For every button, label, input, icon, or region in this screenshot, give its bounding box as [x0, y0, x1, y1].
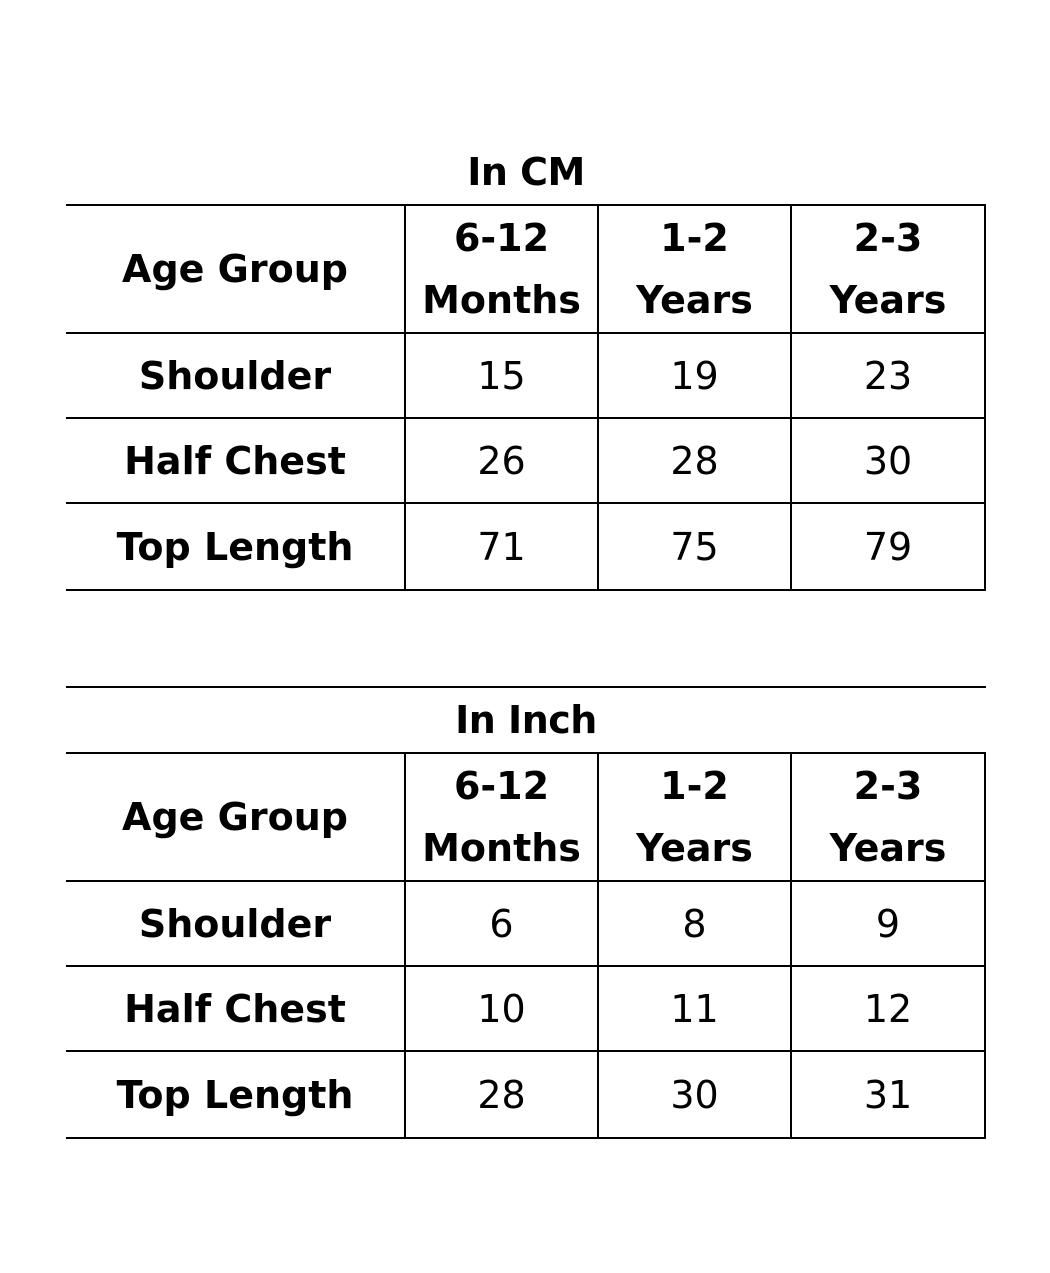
table-row: Half Chest 26 28 30	[66, 419, 986, 504]
table-title-wrap: In CM	[66, 140, 986, 204]
header-row: Age Group 6-12 Months 1-2 Years 2-3 Year…	[66, 206, 986, 334]
value-cell: 23	[792, 334, 986, 417]
value-cell: 10	[406, 967, 599, 1050]
value-cell: 28	[599, 419, 792, 502]
value-cell: 6	[406, 882, 599, 965]
value-cell: 12	[792, 967, 986, 1050]
value-cell: 79	[792, 504, 986, 589]
table-grid: Age Group 6-12 Months 1-2 Years 2-3 Year…	[66, 752, 986, 1139]
value-cell: 71	[406, 504, 599, 589]
value-cell: 30	[599, 1052, 792, 1137]
column-header-cell: 1-2 Years	[599, 754, 792, 880]
column-header-cell: 6-12 Months	[406, 754, 599, 880]
row-header-cell: Age Group	[66, 754, 406, 880]
column-header-cell: 2-3 Years	[792, 754, 986, 880]
table-row: Top Length 71 75 79	[66, 504, 986, 589]
column-header-cell: 2-3 Years	[792, 206, 986, 332]
table-title: In CM	[467, 150, 585, 194]
table-row: Shoulder 15 19 23	[66, 334, 986, 419]
value-cell: 19	[599, 334, 792, 417]
value-cell: 26	[406, 419, 599, 502]
value-cell: 15	[406, 334, 599, 417]
row-label-cell: Top Length	[66, 504, 406, 589]
row-label-cell: Top Length	[66, 1052, 406, 1137]
table-row: Half Chest 10 11 12	[66, 967, 986, 1052]
value-cell: 9	[792, 882, 986, 965]
row-header-cell: Age Group	[66, 206, 406, 332]
column-header-cell: 1-2 Years	[599, 206, 792, 332]
table-row: Shoulder 6 8 9	[66, 882, 986, 967]
header-row: Age Group 6-12 Months 1-2 Years 2-3 Year…	[66, 754, 986, 882]
size-table-cm: In CM Age Group 6-12 Months 1-2 Years 2-…	[66, 140, 986, 591]
value-cell: 31	[792, 1052, 986, 1137]
value-cell: 11	[599, 967, 792, 1050]
value-cell: 30	[792, 419, 986, 502]
row-label-cell: Shoulder	[66, 882, 406, 965]
row-label-cell: Half Chest	[66, 967, 406, 1050]
table-title: In Inch	[455, 698, 597, 742]
table-row: Top Length 28 30 31	[66, 1052, 986, 1137]
value-cell: 8	[599, 882, 792, 965]
column-header-cell: 6-12 Months	[406, 206, 599, 332]
table-title-wrap: In Inch	[66, 686, 986, 752]
table-grid: Age Group 6-12 Months 1-2 Years 2-3 Year…	[66, 204, 986, 591]
row-label-cell: Shoulder	[66, 334, 406, 417]
row-label-cell: Half Chest	[66, 419, 406, 502]
size-table-inch: In Inch Age Group 6-12 Months 1-2 Years …	[66, 686, 986, 1139]
value-cell: 75	[599, 504, 792, 589]
value-cell: 28	[406, 1052, 599, 1137]
